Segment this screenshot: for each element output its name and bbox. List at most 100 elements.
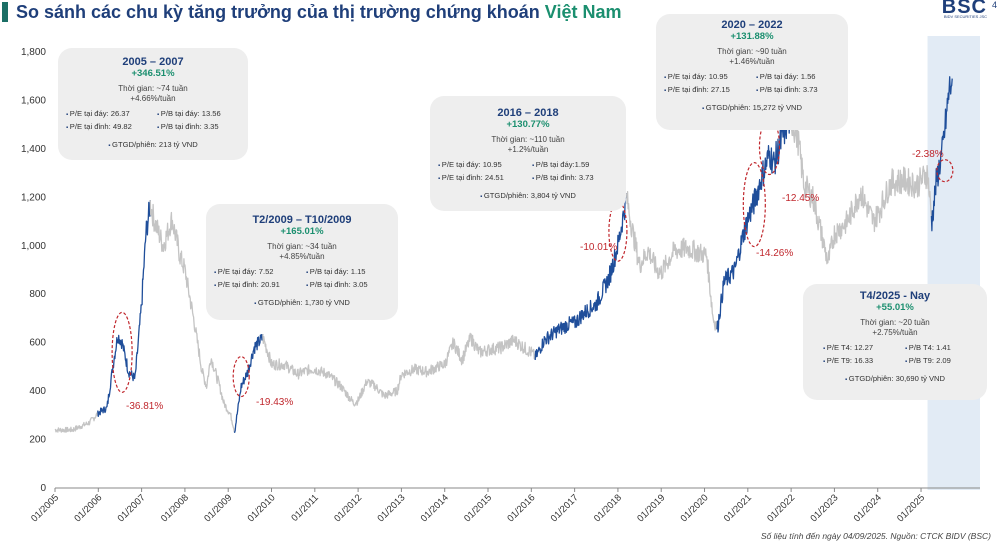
pb-high: P/B tại đỉnh: 3.73 <box>756 84 848 97</box>
cycle-weekly: +1.2%/tuần <box>507 145 549 154</box>
y-tick-label: 1,400 <box>21 144 46 155</box>
pb-high: P/B T9: 2.09 <box>905 355 987 368</box>
y-tick-label: 0 <box>40 483 46 494</box>
x-tick-label: 01/2011 <box>289 492 321 524</box>
pe-high: P/E T9: 16.33 <box>823 355 905 368</box>
cycle-value: GTGD/phiên: 213 tỷ VND <box>58 140 248 149</box>
y-tick-label: 400 <box>29 386 46 397</box>
cycle-value: GTGD/phiên: 30,690 tỷ VND <box>803 374 987 383</box>
pb-high: P/B tại đỉnh: 3.73 <box>532 172 626 185</box>
cycle-weekly: +4.66%/tuần <box>130 94 176 103</box>
drop-label-2021b: -12.45% <box>782 193 820 204</box>
drop-ellipse <box>111 311 133 393</box>
x-tick-label: 01/2008 <box>159 492 191 524</box>
pe-low: P/E tại đáy: 26.37 <box>66 108 157 121</box>
cycle-title: T2/2009 – T10/2009 <box>252 214 352 226</box>
x-tick-label: 01/2020 <box>679 492 711 524</box>
line-layer <box>54 76 953 433</box>
pe-high: P/E tại đỉnh: 24.51 <box>438 172 532 185</box>
x-tick-label: 01/2005 <box>29 492 61 524</box>
cycle-value: GTGD/phiên: 3,804 tỷ VND <box>430 191 626 200</box>
cycle-value: GTGD/phiên: 1,730 tỷ VND <box>206 298 398 307</box>
pe-high: P/E tại đỉnh: 49.82 <box>66 121 157 134</box>
bsc-logo: BSC <box>941 0 987 18</box>
cycle-line <box>97 200 151 418</box>
cycle-gain: +55.01% <box>876 302 914 313</box>
drop-label-2006: -36.81% <box>126 401 164 412</box>
page-number: 4 <box>991 0 997 10</box>
drop-label-2009: -19.43% <box>256 397 294 408</box>
source-note: Số liệu tính đến ngày 04/09/2025. Nguồn:… <box>760 531 991 541</box>
drop-ellipse <box>936 159 954 183</box>
pb-low: P/B tại đáy: 1.56 <box>756 71 848 84</box>
x-tick-label: 01/2012 <box>332 492 364 524</box>
ellipse-layer <box>111 117 954 398</box>
highlight-band-layer <box>927 36 980 490</box>
cycle-box-2025: T4/2025 - Nay +55.01% Thời gian: ~20 tuầ… <box>803 284 987 400</box>
cycle-title: 2020 – 2022 <box>721 19 783 31</box>
logo-subtitle: BIDV SECURITIES JSC <box>943 14 987 19</box>
x-tick-label: 01/2009 <box>202 492 234 524</box>
drop-ellipse <box>232 355 250 398</box>
x-tick-label: 01/2019 <box>635 492 667 524</box>
cycle-gain: +165.01% <box>280 226 324 237</box>
cycle-weekly: +1.46%/tuần <box>729 57 775 66</box>
drop-ellipse <box>742 162 766 248</box>
cycle-box-2009: T2/2009 – T10/2009 +165.01% Thời gian: ~… <box>206 204 398 320</box>
cycle-duration: Thời gian: ~90 tuần <box>717 47 787 56</box>
drop-label-2018: -10.01% <box>580 242 618 253</box>
pb-low: P/B tại đáy: 1.15 <box>306 266 398 279</box>
cycle-line <box>716 105 792 333</box>
x-tick-label: 01/2017 <box>549 492 581 524</box>
pe-high: P/E tại đỉnh: 27.15 <box>664 84 756 97</box>
base-line <box>625 191 718 331</box>
cycle-weekly: +2.75%/tuần <box>872 328 918 337</box>
x-tick-label: 01/2024 <box>852 492 884 524</box>
y-tick-label: 1,200 <box>21 192 46 203</box>
cycle-line <box>930 76 953 232</box>
y-tick-label: 1,800 <box>21 47 46 58</box>
pb-low: P/B tại đáy: 13.56 <box>157 108 248 121</box>
base-line <box>149 200 235 432</box>
y-tick-label: 800 <box>29 289 46 300</box>
x-tick-label: 01/2022 <box>765 492 797 524</box>
x-tick-label: 01/2010 <box>246 492 278 524</box>
cycle-duration: Thời gian: ~74 tuần <box>118 84 188 93</box>
x-tick-label: 01/2013 <box>375 492 407 524</box>
cycle-gain: +131.88% <box>730 31 774 42</box>
x-tick-label: 01/2015 <box>462 492 494 524</box>
cycle-box-2020: 2020 – 2022 +131.88% Thời gian: ~90 tuần… <box>656 14 848 130</box>
cycle-value: GTGD/phiên: 15,272 tỷ VND <box>656 103 848 112</box>
x-tick-label: 01/2018 <box>592 492 624 524</box>
cycle-line <box>534 193 628 361</box>
cycle-duration: Thời gian: ~20 tuần <box>860 318 930 327</box>
x-tick-label: 01/2023 <box>808 492 840 524</box>
cycle-title: 2016 – 2018 <box>497 107 559 119</box>
cycle-duration: Thời gian: ~110 tuần <box>491 135 565 144</box>
drop-label-2025: -2.38% <box>912 149 944 160</box>
cycle-box-2005: 2005 – 2007 +346.51% Thời gian: ~74 tuần… <box>58 48 248 160</box>
drop-label-2021a: -14.26% <box>756 248 794 259</box>
pe-low: P/E tại đáy: 10.95 <box>438 159 532 172</box>
x-tick-label: 01/2016 <box>505 492 537 524</box>
x-tick-label: 01/2025 <box>895 492 927 524</box>
x-tick-label: 01/2021 <box>722 492 754 524</box>
base-line <box>54 410 99 433</box>
cycle-title: 2005 – 2007 <box>122 56 184 68</box>
x-tick-label: 01/2014 <box>419 492 451 524</box>
drop-ellipse <box>758 117 781 176</box>
title-accent <box>2 2 8 22</box>
pb-low: P/B tại đáy:1.59 <box>532 159 626 172</box>
y-tick-label: 1,000 <box>21 241 46 252</box>
cycle-gain: +130.77% <box>506 119 550 130</box>
pb-low: P/B T4: 1.41 <box>905 342 987 355</box>
x-tick-label: 01/2007 <box>116 492 148 524</box>
pe-high: P/E tại đỉnh: 20.91 <box>214 279 306 292</box>
highlight-band <box>927 36 980 490</box>
base-line <box>262 332 536 407</box>
pb-high: P/B tại đỉnh: 3.05 <box>306 279 398 292</box>
cycle-gain: +346.51% <box>131 68 175 79</box>
pe-low: P/E T4: 12.27 <box>823 342 905 355</box>
title-bar: So sánh các chu kỳ tăng trưởng của thị t… <box>0 0 621 24</box>
page-title: So sánh các chu kỳ tăng trưởng của thị t… <box>16 1 622 22</box>
